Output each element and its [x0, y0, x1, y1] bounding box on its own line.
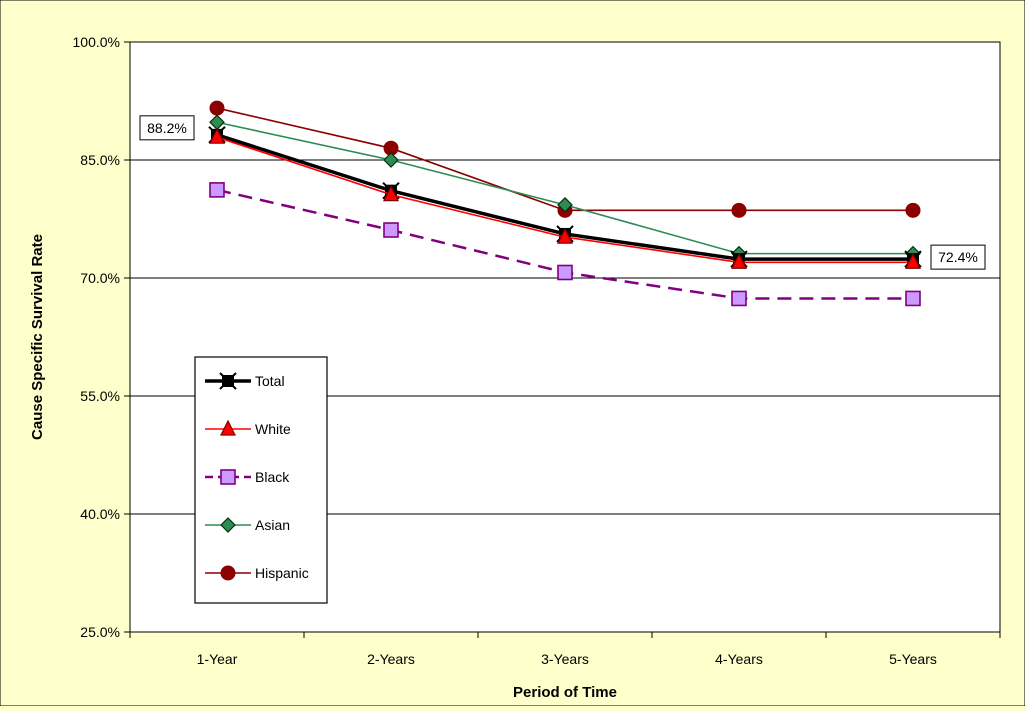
y-axis-title: Cause Specific Survival Rate	[29, 234, 46, 440]
legend-marker-asian	[220, 517, 236, 533]
data-label: 88.2%	[139, 115, 195, 141]
legend-item-black: Black	[205, 469, 290, 485]
data-point-black	[905, 290, 921, 307]
x-axis-title: Period of Time	[513, 684, 617, 701]
legend-item-white: White	[205, 419, 291, 437]
y-tick-label: 55.0%	[80, 388, 120, 404]
data-point-black	[731, 290, 747, 307]
data-point-hispanic	[209, 100, 225, 116]
y-tick-label: 40.0%	[80, 506, 120, 522]
legend-marker-white	[220, 419, 236, 436]
x-tick-label: 2-Years	[367, 651, 415, 667]
data-point-white	[383, 185, 399, 202]
data-point-white	[557, 227, 573, 244]
legend-marker-black	[220, 469, 236, 485]
x-tick-label: 5-Years	[889, 651, 937, 667]
x-tick-label: 1-Year	[197, 651, 238, 667]
legend-label-asian: Asian	[255, 517, 290, 533]
legend-label-hispanic: Hispanic	[255, 565, 309, 581]
data-point-black	[383, 222, 399, 238]
y-tick-label: 25.0%	[80, 624, 120, 640]
legend-label-black: Black	[255, 469, 290, 485]
legend-label-white: White	[255, 421, 291, 437]
y-tick-label: 70.0%	[80, 270, 120, 286]
data-point-white	[731, 252, 747, 269]
data-point-hispanic	[731, 202, 747, 218]
legend	[194, 356, 328, 604]
legend-item-total: Total	[205, 372, 285, 390]
data-point-white	[209, 127, 225, 144]
legend-marker-hispanic	[220, 565, 236, 581]
y-tick-label: 85.0%	[80, 152, 120, 168]
svg-text:88.2%: 88.2%	[147, 120, 187, 136]
y-tick-label: 100.0%	[73, 34, 120, 50]
data-point-black	[209, 182, 225, 198]
legend-item-asian: Asian	[205, 517, 290, 533]
data-point-asian	[557, 196, 573, 213]
data-point-hispanic	[905, 202, 921, 218]
legend-marker-total	[219, 372, 237, 390]
data-label: 72.4%	[930, 244, 986, 270]
data-point-asian	[383, 152, 399, 168]
x-tick-label: 4-Years	[715, 651, 763, 667]
data-point-black	[557, 264, 573, 281]
x-tick-label: 3-Years	[541, 651, 589, 667]
data-point-white	[905, 252, 921, 269]
svg-text:72.4%: 72.4%	[938, 249, 978, 265]
legend-item-hispanic: Hispanic	[205, 565, 309, 581]
legend-label-total: Total	[255, 373, 285, 389]
